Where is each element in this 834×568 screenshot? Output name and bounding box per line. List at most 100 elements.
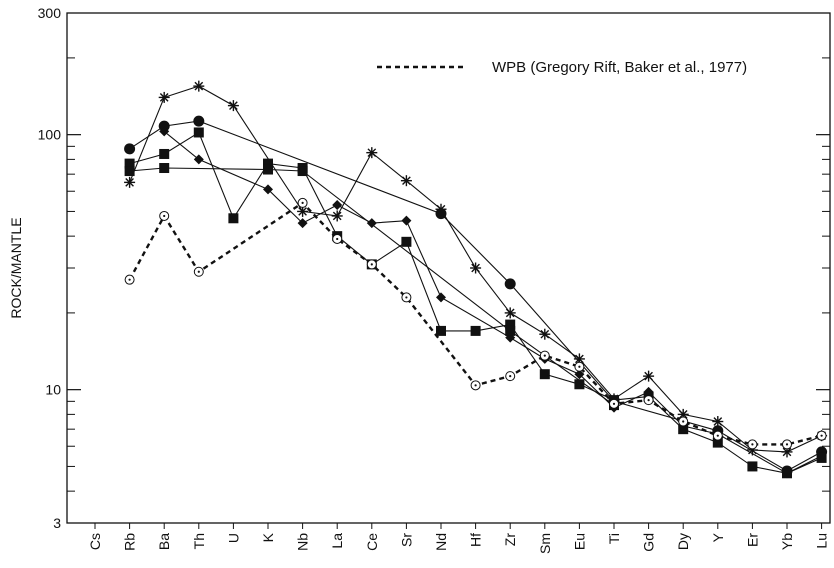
y-axis-title: ROCK/MANTLE [8,217,24,318]
data-point-square-filled [401,236,412,247]
data-point-circle-dot-open [747,439,758,450]
data-point-square-filled [505,319,516,330]
data-point-circle-dot-open [643,395,654,406]
y-tick-label: 300 [38,5,62,21]
data-point-asterisk [227,100,239,112]
data-point-square-filled [124,158,135,169]
data-point-circle-dot-open [539,350,550,361]
data-point-square-filled [782,468,792,479]
x-tick-label: Rb [122,533,138,551]
data-point-diamond-filled [263,184,273,195]
data-point-square-filled [574,379,585,390]
x-tick-label: U [225,533,241,543]
data-point-square-filled [159,148,170,159]
y-tick-label: 100 [38,127,62,143]
data-point-asterisk [781,446,793,458]
data-point-square-filled [159,163,170,174]
data-point-square-filled [436,325,446,336]
data-point-circle-filled [435,208,447,220]
data-point-circle-dot-open [124,274,135,285]
data-point-square-filled [678,424,689,435]
x-tick-label: Sr [398,533,414,547]
data-point-square-filled [263,158,273,169]
y-tick-label: 10 [45,382,61,398]
data-point-circle-dot-open [366,259,377,270]
data-point-asterisk [331,210,343,222]
x-tick-label: Sm [537,533,553,554]
x-tick-label: Hf [468,533,484,547]
data-point-square-filled [816,452,827,463]
data-point-circle-dot-open [297,197,308,208]
data-point-diamond-filled [366,218,377,229]
legend: WPB (Gregory Rift, Baker et al., 1977) [377,59,747,76]
data-point-asterisk [400,175,412,187]
data-point-diamond-filled [574,369,585,380]
x-tick-label: Yb [779,533,795,550]
data-point-asterisk [193,80,205,92]
data-point-diamond-filled [401,215,412,226]
data-point-circle-dot-open [401,292,412,303]
data-point-circle-filled [504,278,516,290]
data-point-square-filled [505,325,516,336]
x-tick-label: Ba [156,533,172,550]
data-point-square-filled [539,369,550,380]
series-line [129,85,822,453]
data-point-circle-filled [124,143,136,155]
series-line-wpb [128,201,822,446]
x-tick-label: Ti [606,533,622,544]
data-point-square-filled [470,325,481,336]
data-point-asterisk [366,147,378,159]
x-tick-label: Cs [87,533,103,550]
data-point-asterisk [712,416,724,428]
data-point-asterisk [470,262,482,274]
data-point-circle-dot-open [574,361,585,372]
data-point-circle-dot-open [332,233,343,244]
x-tick-label: Nb [295,533,311,551]
data-point-diamond-filled [193,154,204,165]
data-point-asterisk [158,91,170,103]
x-tick-label: Lu [814,533,830,549]
x-tick-label: Dy [675,533,691,550]
data-point-circle-dot-open [193,266,204,277]
x-tick-label: Er [744,533,760,547]
data-point-circle-dot-open [782,439,792,450]
data-point-circle-dot-open [712,430,723,441]
x-tick-label: Zr [502,533,518,547]
data-point-circle-dot-open [609,398,619,409]
data-point-circle-dot-open [505,371,516,382]
data-point-diamond-filled [297,218,308,229]
data-point-asterisk [504,307,516,319]
x-tick-label: Y [710,532,726,542]
data-point-circle-dot-open [816,430,827,441]
legend-entry-label: WPB (Gregory Rift, Baker et al., 1977) [492,59,747,76]
x-tick-label: Gd [641,533,657,552]
x-tick-label: Ce [364,533,380,551]
x-tick-label: K [260,532,276,542]
data-point-square-filled [712,437,723,448]
data-point-diamond-filled [332,199,343,210]
data-point-square-filled [228,213,239,224]
data-point-circle-filled [158,120,170,132]
data-point-diamond-filled [436,292,446,303]
data-point-square-filled [263,164,273,175]
data-point-square-filled [193,127,204,138]
data-point-asterisk [643,370,655,382]
data-point-circle-filled [193,115,205,127]
data-point-square-filled [297,166,308,177]
data-point-asterisk [124,176,136,188]
x-tick-label: Eu [571,533,587,550]
data-point-circle-dot-open [470,380,481,391]
data-point-diamond-filled [159,126,170,137]
y-tick-label: 3 [53,515,61,531]
x-tick-label: Nd [433,533,449,551]
data-point-circle-dot-open [678,416,689,427]
data-point-square-filled [124,166,135,177]
data-point-circle-dot-open [159,210,170,221]
series-line [129,167,615,406]
x-tick-label: La [329,533,345,549]
data-point-square-filled [747,461,758,472]
data-point-asterisk [539,328,551,340]
data-point-asterisk [297,205,309,217]
